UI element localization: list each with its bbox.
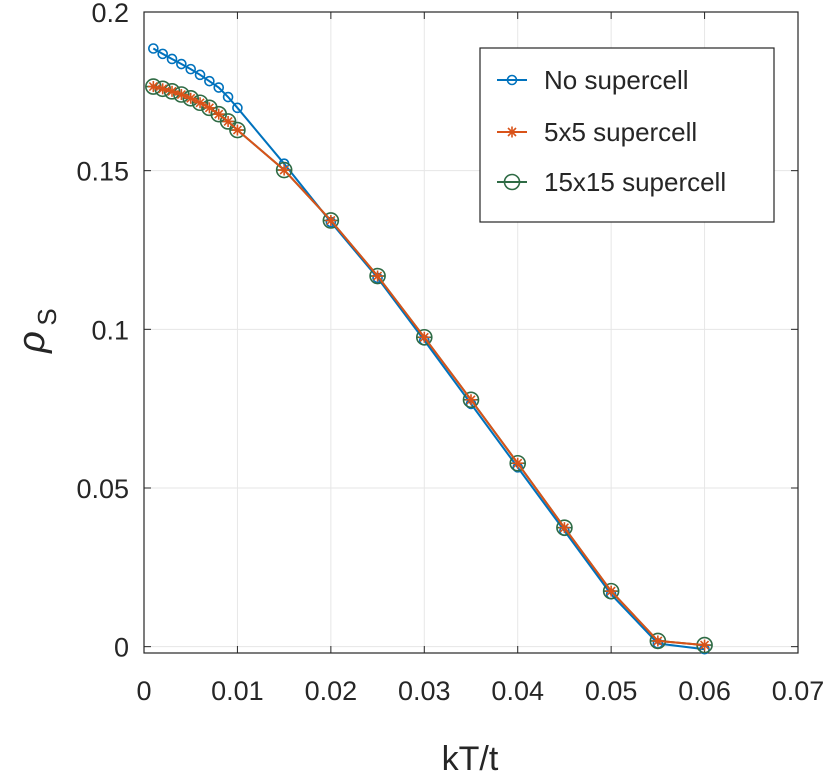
tick-labels: 0 0.01 0.02 0.03 0.04 0.05 0.06 0.07 0 0.05 0.1 0.1…: [76, 0, 824, 706]
data-point: [512, 457, 524, 469]
data-point: [372, 270, 384, 282]
legend-label: 5x5 supercell: [544, 117, 697, 147]
x-axis-label: kT/t: [442, 740, 499, 774]
data-point: [465, 394, 477, 406]
x-tick-label: 0.06: [678, 676, 731, 706]
legend-entry: No supercell: [497, 65, 689, 95]
data-point: [652, 635, 664, 647]
data-point: [194, 97, 206, 109]
data-point: [222, 115, 234, 127]
data-point: [148, 43, 159, 54]
data-point: [222, 91, 234, 103]
data-point: [157, 83, 169, 95]
data-point: [203, 102, 215, 114]
legend-entry: 15x15 supercell: [497, 167, 726, 197]
x-tick-label: 0.02: [305, 676, 358, 706]
legend-label: 15x15 supercell: [544, 167, 726, 197]
data-point: [232, 102, 243, 114]
axes: [143, 11, 799, 654]
data-point: [176, 58, 187, 70]
y-axis-label-symbol: ρ: [11, 331, 53, 354]
data-point: [175, 89, 187, 101]
data-point: [157, 48, 168, 60]
data-point: [213, 108, 225, 120]
plot-area: [145, 43, 713, 655]
x-tick-label: 0.04: [491, 676, 544, 706]
y-tick-label: 0.05: [76, 474, 129, 504]
legend-marker: [506, 126, 518, 138]
data-point: [231, 124, 243, 136]
data-point: [558, 522, 570, 534]
data-point: [204, 75, 215, 87]
data-point: [166, 53, 178, 65]
y-tick-label: 0.1: [91, 315, 129, 345]
legend-entry: 5x5 supercell: [497, 117, 697, 147]
data-point: [699, 639, 711, 651]
legend-marker: [503, 173, 521, 191]
data-point: [213, 82, 225, 93]
legend-box: [479, 47, 775, 223]
y-axis-label: ρ S: [11, 308, 62, 354]
legend: No supercell 5x5 supercell 15x15 supercell: [479, 47, 775, 223]
x-tick-label: 0.03: [398, 676, 451, 706]
legend-label: No supercell: [544, 65, 689, 95]
series-line: [152, 47, 705, 651]
data-point: [278, 164, 290, 176]
x-tick-label: 0.01: [211, 676, 264, 706]
y-tick-label: 0.2: [91, 0, 129, 28]
data-point: [185, 63, 197, 75]
x-tick-label: 0.07: [772, 676, 825, 706]
data-point: [194, 69, 206, 81]
data-point: [605, 585, 617, 597]
data-point: [185, 92, 197, 104]
x-tick-label: 0: [136, 676, 151, 706]
legend-marker: [506, 74, 518, 86]
data-point: [166, 85, 178, 97]
y-axis-label-subscript: S: [32, 308, 62, 325]
data-point: [147, 81, 159, 93]
x-tick-label: 0.05: [585, 676, 638, 706]
series-2: [147, 81, 711, 651]
y-tick-label: 0.15: [76, 157, 129, 187]
y-tick-label: 0: [114, 633, 129, 663]
plot-frame: [143, 11, 799, 654]
data-point: [325, 214, 337, 226]
data-point: [418, 331, 430, 343]
